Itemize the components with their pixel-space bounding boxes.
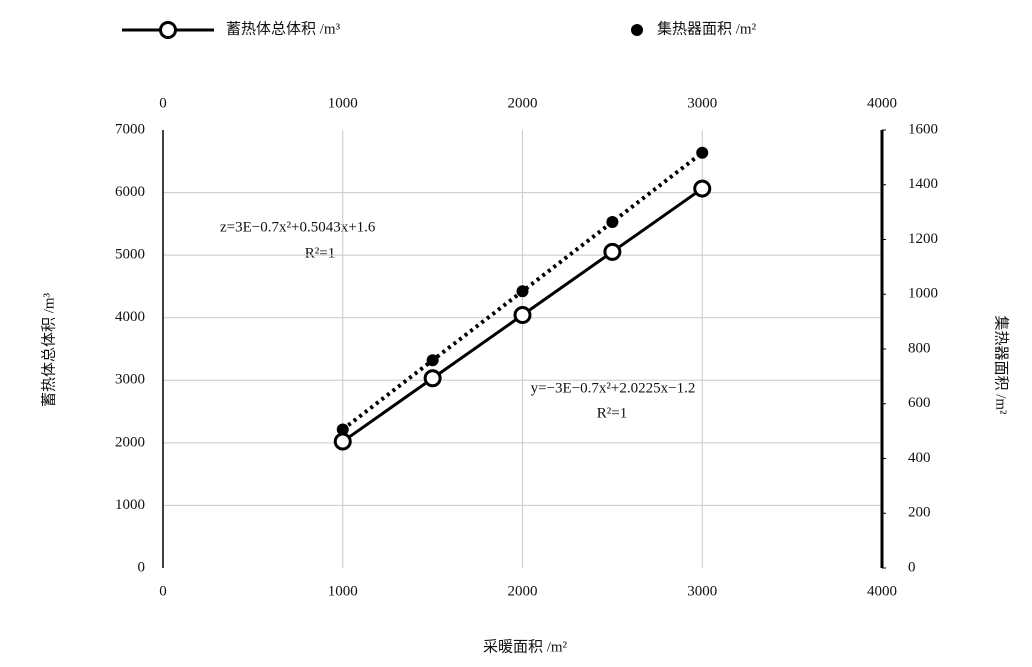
annotation: R²=1 <box>597 405 627 421</box>
y-tick-label: 7000 <box>115 121 145 137</box>
data-point <box>336 423 349 436</box>
data-point <box>513 306 532 325</box>
x-tick-label: 2000 <box>508 583 538 599</box>
data-point <box>696 146 709 159</box>
annotation: R²=1 <box>305 245 335 261</box>
x-axis-label: 采暖面积 /m² <box>483 638 568 655</box>
x-top-tick-label: 3000 <box>687 95 717 111</box>
x-tick-label: 3000 <box>687 583 717 599</box>
data-point <box>603 242 622 261</box>
y2-tick-label: 1200 <box>908 231 938 247</box>
x-top-tick-label: 0 <box>159 95 167 111</box>
x-tick-label: 0 <box>159 583 167 599</box>
data-point <box>423 369 442 388</box>
legend-label: 集热器面积 /m² <box>657 20 757 37</box>
y2-tick-label: 800 <box>908 340 931 356</box>
data-point <box>333 432 352 451</box>
annotation: y=−3E−0.7x²+2.0225x−1.2 <box>531 380 696 396</box>
x-top-tick-label: 4000 <box>867 95 897 111</box>
y2-tick-label: 200 <box>908 505 931 521</box>
data-point <box>693 179 712 198</box>
data-point <box>606 215 619 228</box>
y2-axis-label: 集热器面积 /m² <box>993 315 1010 415</box>
legend-marker <box>159 21 177 39</box>
y-tick-label: 1000 <box>115 497 145 513</box>
y-tick-label: 0 <box>138 559 146 575</box>
data-point <box>516 285 529 298</box>
y-tick-label: 5000 <box>115 247 145 263</box>
y-tick-label: 6000 <box>115 184 145 200</box>
x-tick-label: 4000 <box>867 583 897 599</box>
x-top-tick-label: 2000 <box>508 95 538 111</box>
y2-tick-label: 600 <box>908 395 931 411</box>
x-top-tick-label: 1000 <box>328 95 358 111</box>
y2-tick-label: 1400 <box>908 176 938 192</box>
y2-tick-label: 400 <box>908 450 931 466</box>
y-tick-label: 3000 <box>115 372 145 388</box>
y2-tick-label: 0 <box>908 559 916 575</box>
y2-tick-label: 1000 <box>908 286 938 302</box>
legend-label: 蓄热体总体积 /m³ <box>226 20 341 37</box>
y-tick-label: 4000 <box>115 309 145 325</box>
legend-marker <box>631 24 643 36</box>
annotation: z=3E−0.7x²+0.5043x+1.6 <box>220 219 376 235</box>
y-tick-label: 2000 <box>115 434 145 450</box>
y-axis-label: 蓄热体总体积 /m³ <box>40 292 57 407</box>
x-tick-label: 1000 <box>328 583 358 599</box>
y2-tick-label: 1600 <box>908 121 938 137</box>
data-point <box>426 354 439 367</box>
